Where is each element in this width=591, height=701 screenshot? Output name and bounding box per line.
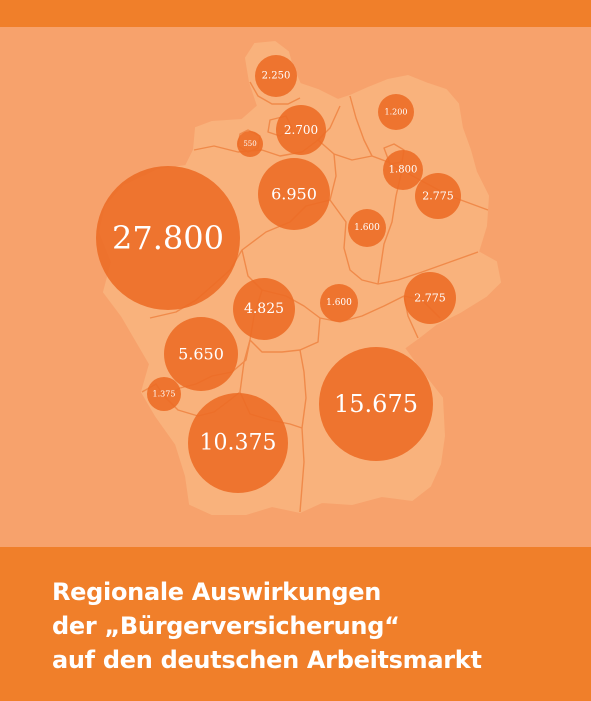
bubble-saarland [147, 377, 181, 411]
bubble-thueringen [320, 284, 358, 322]
bubble-label-sachsen-anhalt: 1.600 [354, 223, 380, 233]
bubble-sachsen [404, 272, 456, 324]
page-title: Regionale Auswirkungen der „Bürgerversic… [52, 575, 482, 677]
bubble-label-hessen: 4.825 [244, 301, 284, 317]
bubble-mecklenburg-vorpommern [378, 94, 414, 130]
bubble-label-mecklenburg-vorpommern: 1.200 [385, 108, 408, 117]
bubble-hamburg [237, 131, 263, 157]
bubble-label-baden-wuerttemberg: 10.375 [200, 431, 277, 456]
bubble-label-brandenburg: 2.775 [422, 190, 454, 203]
bubble-label-hamburg: 550 [243, 140, 256, 148]
bubble-sachsen-anhalt [348, 209, 386, 247]
bubble-label-thueringen: 1.600 [326, 298, 352, 308]
bubble-label-berlin: 1.800 [389, 165, 418, 176]
title-line-3: auf den deutschen Arbeitsmarkt [52, 646, 482, 674]
bubble-label-bremen-niedersachsen: 2.700 [284, 123, 318, 137]
germany-map: 2.250 550 1.200 2.700 6.950 1.800 2.775 1.600 27… [96, 40, 502, 515]
bubble-label-rheinland-pfalz: 5.650 [178, 345, 224, 364]
bubble-berlin [383, 150, 423, 190]
bubble-baden-wuerttemberg [188, 393, 288, 493]
top-band [0, 0, 591, 27]
bubble-label-niedersachsen: 6.950 [271, 185, 317, 204]
bubble-niedersachsen [258, 158, 330, 230]
bubble-bremen-niedersachsen [276, 105, 326, 155]
title-line-1: Regionale Auswirkungen [52, 578, 382, 606]
value-bubbles: 2.250 550 1.200 2.700 6.950 1.800 2.775 1.600 27… [96, 55, 461, 493]
map-area: 2.250 550 1.200 2.700 6.950 1.800 2.775 1.600 27… [0, 27, 591, 547]
bubble-schleswig-holstein [255, 55, 297, 97]
bubble-brandenburg [415, 173, 461, 219]
title-band: Regionale Auswirkungen der „Bürgerversic… [0, 547, 591, 701]
bubble-label-saarland: 1.375 [153, 390, 176, 399]
bubble-hessen [233, 278, 295, 340]
bubble-bayern [319, 347, 433, 461]
bubble-label-bayern: 15.675 [334, 390, 418, 418]
bubble-label-sachsen: 2.775 [414, 292, 446, 305]
bubble-rheinland-pfalz [164, 317, 238, 391]
bubble-label-nordrhein-westfalen: 27.800 [112, 219, 224, 257]
bubble-nordrhein-westfalen [96, 166, 240, 310]
title-line-2: der „Bürgerversicherung“ [52, 612, 400, 640]
bubble-label-schleswig-holstein: 2.250 [262, 71, 291, 82]
